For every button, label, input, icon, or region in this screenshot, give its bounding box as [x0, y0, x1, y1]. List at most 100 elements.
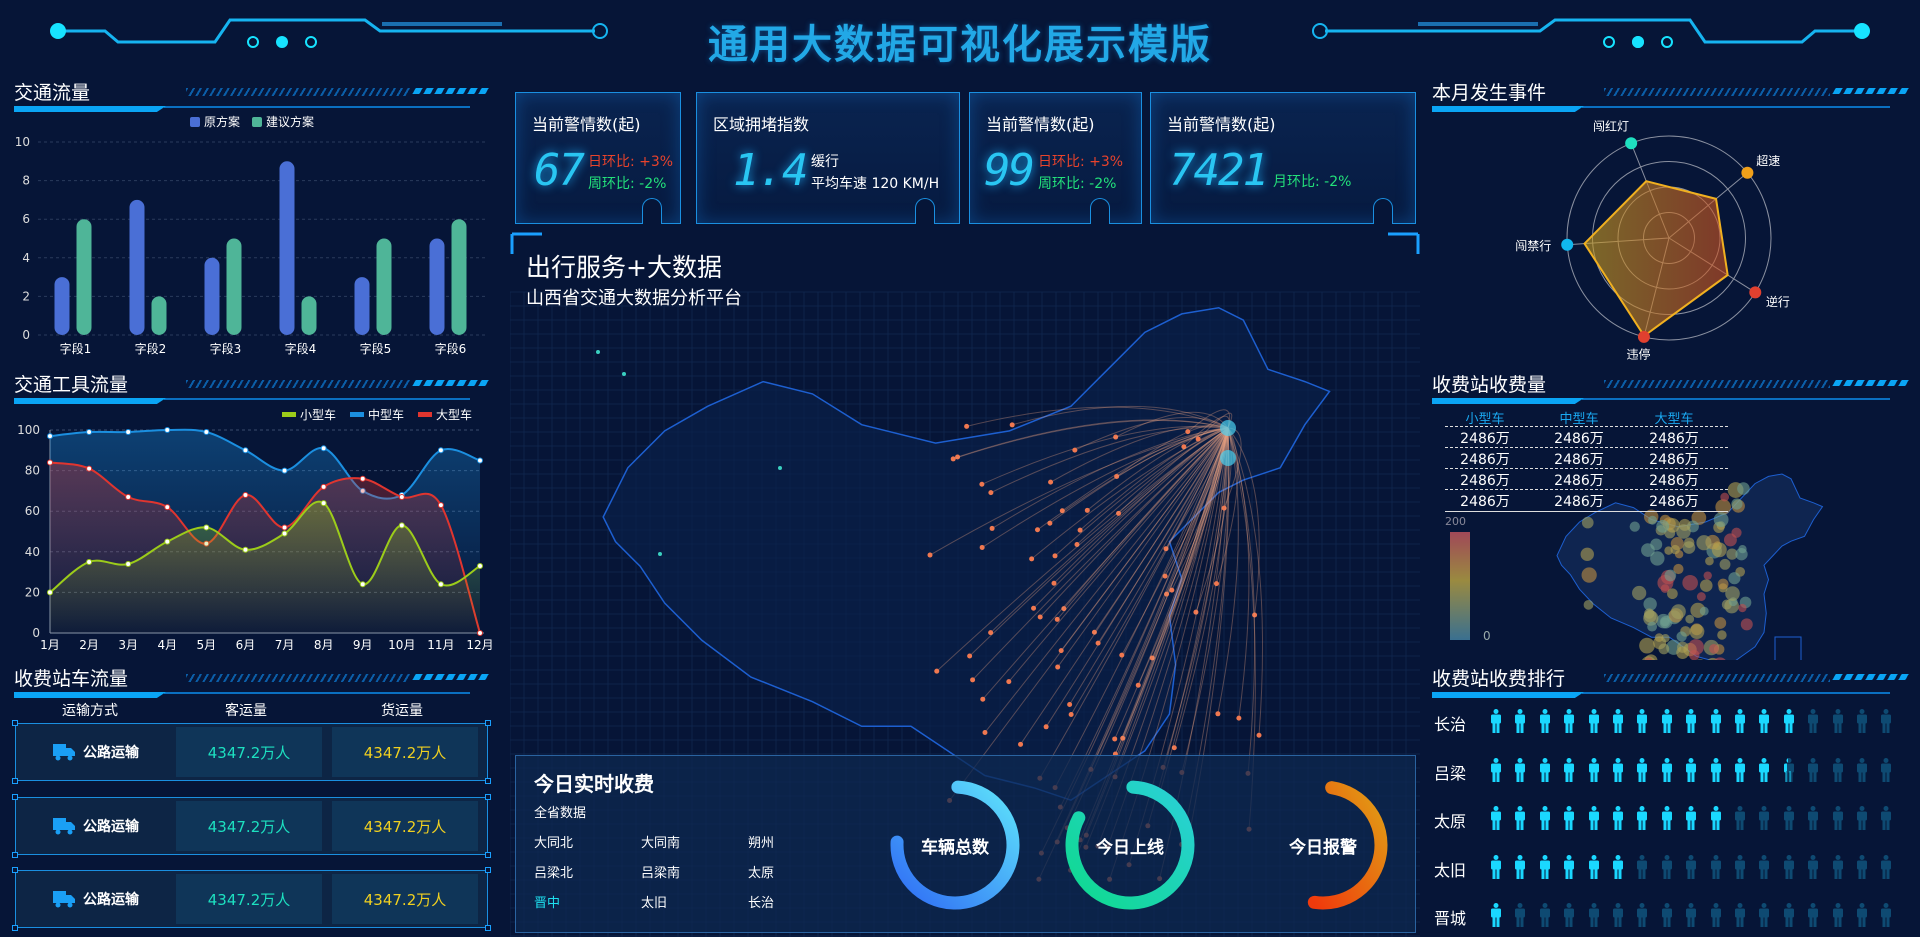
flow-line — [1045, 427, 1229, 728]
kpi-title: 当前警情数(起) — [986, 115, 1095, 134]
station-item[interactable]: 太旧 — [641, 896, 668, 911]
heat-point — [1650, 551, 1665, 566]
flow-line — [1114, 427, 1229, 740]
heat-point — [1726, 548, 1738, 560]
person-icon — [1515, 709, 1526, 733]
heat-point — [1581, 516, 1594, 529]
bar — [76, 219, 92, 335]
table-bottom-line — [1445, 511, 1728, 512]
heat-point — [1644, 657, 1653, 660]
visual-map-bar — [1450, 532, 1470, 640]
flow-line — [1069, 427, 1229, 705]
x-tick-label: 字段1 — [60, 341, 92, 356]
header-decoration — [50, 18, 1870, 48]
legend-label: 小型车 — [300, 407, 336, 422]
kpi-title: 区域拥堵指数 — [713, 115, 810, 134]
y-tick-label: 4 — [22, 251, 30, 265]
person-icon — [1735, 709, 1745, 733]
city-point — [1051, 580, 1057, 586]
heat-point — [1714, 617, 1727, 629]
flow-line — [1090, 427, 1229, 770]
x-tick-label: 字段5 — [360, 341, 392, 356]
revenue-cell: 2486万 — [1554, 431, 1604, 447]
heat-point — [1650, 538, 1663, 551]
person-icon — [1613, 709, 1623, 733]
city-point — [1037, 614, 1043, 620]
data-point — [398, 522, 405, 529]
section-title: 本月发生事件 — [1432, 82, 1547, 104]
truck-icon — [53, 818, 75, 835]
radar-label: 闯禁行 — [1515, 238, 1551, 253]
heat-point — [1581, 567, 1597, 583]
heat-point — [1717, 578, 1729, 590]
person-icon — [1661, 903, 1672, 927]
flow-line — [972, 427, 1229, 681]
table-row[interactable]: 公路运输 4347.2万人 4347.2万人 — [12, 794, 491, 858]
y-tick-label: 60 — [25, 504, 40, 518]
person-icon — [1881, 854, 1892, 879]
kpi-card-alerts-2: 当前警情数(起) 99 日环比: +3% 周环比: -2% — [969, 92, 1142, 224]
data-point — [164, 538, 171, 545]
legend-swatch — [350, 412, 364, 417]
station-item[interactable]: 长治 — [748, 896, 775, 911]
row-divider — [1445, 489, 1728, 490]
data-point — [437, 581, 444, 588]
flow-line — [1115, 411, 1229, 438]
city-point — [979, 481, 985, 487]
x-tick-label: 11月 — [427, 638, 454, 652]
kpi-monthly-change: 月环比: -2% — [1273, 174, 1352, 190]
data-point — [437, 502, 444, 509]
station-item[interactable]: 大同南 — [641, 836, 681, 851]
city-point — [950, 456, 956, 462]
heat-point — [1720, 492, 1730, 502]
station-item[interactable]: 大同北 — [534, 836, 574, 851]
flow-line — [1227, 427, 1263, 736]
data-point — [359, 475, 366, 482]
city-point — [1215, 711, 1221, 717]
section-header-ranking: 收费站收费排行 — [1432, 664, 1912, 698]
person-icon — [1515, 757, 1526, 782]
heat-point — [1740, 618, 1753, 631]
ranking-label: 太原 — [1434, 812, 1467, 831]
person-icon — [1857, 757, 1867, 782]
person-icon — [1539, 806, 1550, 830]
city-point — [1135, 682, 1141, 688]
kpi-daily-change: 日环比: +3% — [1038, 154, 1124, 170]
person-icon — [1857, 709, 1867, 733]
person-icon — [1686, 806, 1697, 830]
bar — [376, 238, 392, 335]
corner-bracket — [510, 232, 542, 254]
city-point — [1221, 505, 1227, 511]
heat-point — [1660, 584, 1670, 593]
y-tick-label: 0 — [32, 626, 40, 640]
city-point — [988, 630, 994, 636]
gauge-arc — [890, 780, 1020, 910]
x-tick-label: 字段3 — [210, 341, 242, 356]
table-row[interactable]: 公路运输 4347.2万人 4347.2万人 — [12, 720, 491, 784]
y-tick-label: 8 — [22, 174, 30, 188]
flow-line — [1049, 427, 1229, 524]
legend-swatch — [282, 412, 296, 417]
city-point — [1091, 629, 1097, 635]
flow-line — [990, 426, 1229, 494]
station-item[interactable]: 吕梁北 — [534, 866, 574, 881]
station-item[interactable]: 吕梁南 — [641, 866, 681, 881]
heat-point — [1719, 558, 1731, 570]
heat-point — [1660, 617, 1670, 627]
station-item[interactable]: 朔州 — [748, 836, 775, 851]
person-icon — [1759, 709, 1770, 733]
person-icon — [1539, 709, 1550, 733]
heat-point — [1676, 631, 1687, 642]
person-icon — [1515, 903, 1526, 927]
revenue-cell: 2486万 — [1649, 473, 1699, 489]
flow-line — [1114, 427, 1229, 755]
truck-icon — [53, 744, 75, 761]
table-row[interactable]: 公路运输 4347.2万人 4347.2万人 — [12, 867, 491, 931]
station-item[interactable]: 晋中 — [534, 896, 561, 911]
city-point — [1055, 664, 1061, 670]
china-outline — [602, 306, 1331, 801]
city-point — [1171, 745, 1177, 751]
station-item[interactable]: 太原 — [748, 866, 775, 881]
section-title: 交通流量 — [14, 82, 91, 104]
